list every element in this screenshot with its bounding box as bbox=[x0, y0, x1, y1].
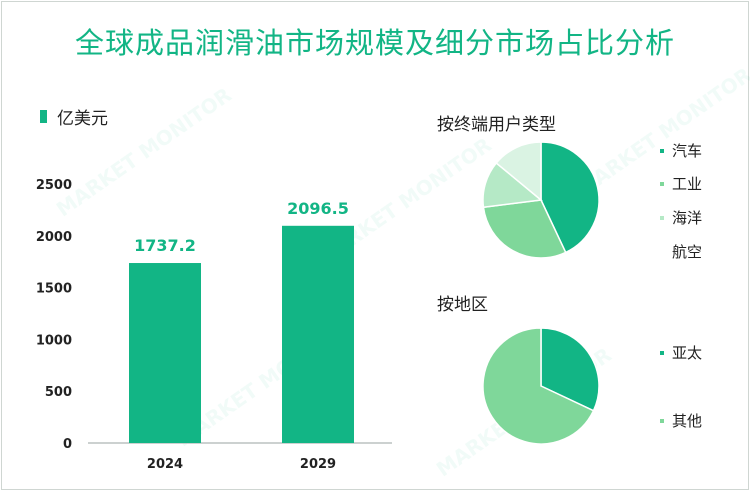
y-tick-label: 1500 bbox=[36, 282, 72, 297]
legend-label: 汽车 bbox=[672, 142, 703, 160]
legend-label: 亚太 bbox=[672, 344, 703, 362]
pie-region-slices bbox=[482, 327, 600, 445]
legend-item-marine: 海洋 bbox=[660, 207, 702, 228]
legend-item-industrial: 工业 bbox=[660, 173, 702, 194]
legend-item-apac: 亚太 bbox=[660, 342, 702, 363]
legend-swatch bbox=[660, 250, 664, 254]
legend-label: 航空 bbox=[672, 243, 703, 261]
pie-region-title: 按地区 bbox=[437, 295, 488, 315]
pie-slice bbox=[482, 199, 567, 259]
x-tick-label: 2024 bbox=[147, 457, 183, 472]
legend-item-auto: 汽车 bbox=[660, 140, 702, 161]
chart-title: 全球成品润滑油市场规模及细分市场占比分析 bbox=[74, 26, 675, 60]
pie-end-user-slices bbox=[482, 141, 600, 259]
unit-legend-label: 亿美元 bbox=[57, 109, 108, 129]
legend-swatch bbox=[660, 350, 664, 355]
y-tick-label: 1000 bbox=[36, 333, 72, 348]
pie-slice bbox=[482, 327, 595, 445]
legend-label: 海洋 bbox=[672, 209, 703, 227]
bar-marks: 1737.2 2024 2096.5 2029 bbox=[129, 199, 354, 472]
legend-label: 其他 bbox=[672, 412, 703, 430]
data-label: 1737.2 bbox=[134, 236, 196, 255]
y-tick-label: 500 bbox=[45, 385, 72, 400]
bar bbox=[129, 263, 201, 443]
pie-end-user-title: 按终端用户类型 bbox=[437, 115, 556, 135]
bar bbox=[282, 225, 354, 443]
legend-swatch bbox=[660, 148, 664, 153]
data-label: 2096.5 bbox=[287, 199, 349, 218]
legend-swatch bbox=[660, 181, 664, 186]
unit-legend-swatch bbox=[40, 110, 47, 123]
y-tick-label: 0 bbox=[63, 437, 72, 452]
legend-swatch bbox=[660, 418, 664, 423]
pie-slice bbox=[540, 141, 600, 254]
legend-swatch bbox=[660, 215, 664, 220]
y-tick-label: 2000 bbox=[36, 230, 72, 245]
x-tick-label: 2029 bbox=[300, 457, 336, 472]
legend-label: 工业 bbox=[672, 175, 703, 193]
legend-item-aviation: 航空 bbox=[660, 241, 702, 262]
pie-slice bbox=[495, 141, 542, 202]
y-axis-ticks: 0 500 1000 1500 2000 2500 bbox=[36, 178, 72, 452]
legend-item-other: 其他 bbox=[660, 410, 702, 431]
y-tick-label: 2500 bbox=[36, 178, 72, 193]
unit-legend: 亿美元 bbox=[40, 104, 108, 129]
pie-slice bbox=[540, 327, 600, 412]
